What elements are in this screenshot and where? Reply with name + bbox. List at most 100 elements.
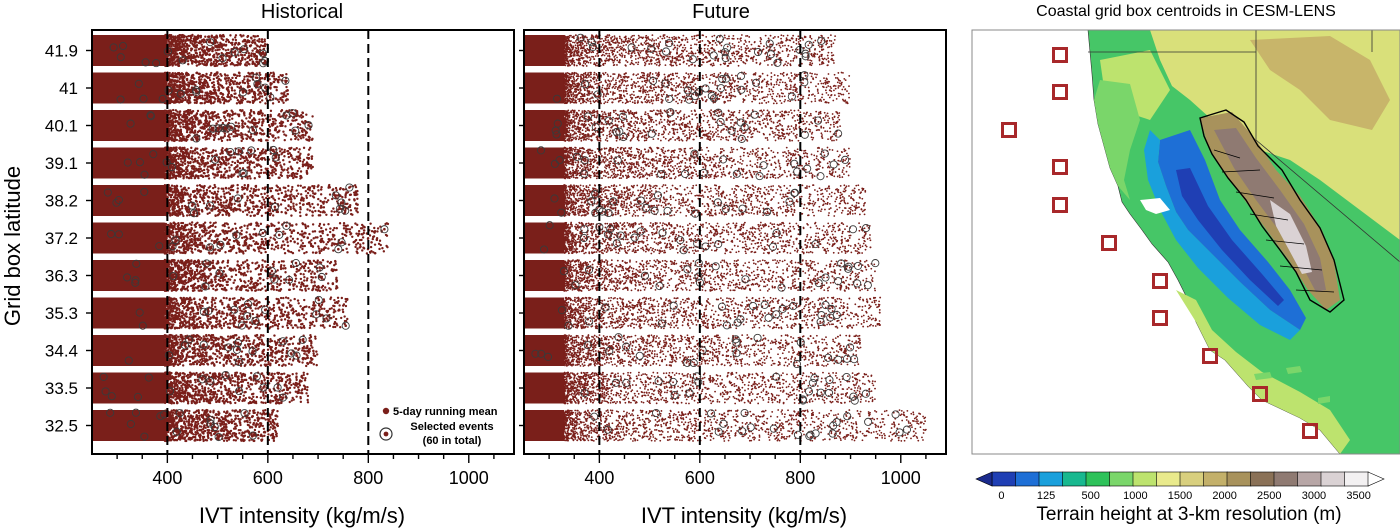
ivt-dot xyxy=(301,131,303,133)
ivt-dot xyxy=(306,161,308,163)
ivt-dot xyxy=(217,86,219,88)
selected-event-dot xyxy=(112,46,115,49)
ivt-dot xyxy=(172,199,174,201)
selected-event-dot xyxy=(229,151,232,154)
ivt-dot xyxy=(190,117,192,119)
ivt-dot xyxy=(217,60,219,62)
ivt-dot xyxy=(290,201,292,203)
ivt-dot xyxy=(201,39,203,41)
ivt-dot xyxy=(253,112,255,114)
ivt-dot xyxy=(228,213,230,215)
ivt-dot xyxy=(207,171,209,173)
ivt-dot xyxy=(257,213,259,215)
ivt-dot xyxy=(220,196,222,198)
ivt-dot xyxy=(261,118,263,120)
ivt-dot xyxy=(317,186,319,188)
ivt-dot xyxy=(261,124,263,126)
ivt-dot xyxy=(228,41,230,43)
ivt-dot xyxy=(169,117,171,119)
selected-event-dot xyxy=(106,191,109,194)
ivt-dot xyxy=(276,89,278,91)
ivt-dot xyxy=(222,34,224,36)
ivt-dot xyxy=(194,59,196,61)
ivt-dot xyxy=(173,148,175,150)
ivt-dot xyxy=(252,201,254,203)
ivt-dot xyxy=(372,238,374,240)
ivt-dot xyxy=(246,36,248,38)
ivt-dot xyxy=(269,119,271,121)
ivt-dot xyxy=(277,130,279,132)
ivt-dot xyxy=(234,135,236,137)
ivt-dot xyxy=(204,136,206,138)
ivt-dot xyxy=(196,147,198,149)
ivt-dot xyxy=(187,60,189,62)
selected-event-dot xyxy=(193,212,196,215)
ivt-dot xyxy=(213,111,215,113)
ivt-dot xyxy=(290,208,292,210)
ivt-dot xyxy=(173,61,175,63)
ivt-dot xyxy=(181,34,183,36)
ivt-dot xyxy=(219,73,221,75)
ivt-dot xyxy=(297,232,299,234)
ivt-dot xyxy=(238,42,240,44)
ivt-dot xyxy=(269,236,271,238)
ivt-dot xyxy=(254,96,256,98)
ivt-dot xyxy=(235,227,237,229)
ivt-dot xyxy=(194,235,196,237)
ivt-dot xyxy=(169,176,171,178)
ivt-dot xyxy=(249,59,251,61)
ivt-dot xyxy=(297,151,299,153)
ivt-dot xyxy=(188,114,190,116)
ivt-dot xyxy=(172,83,174,85)
ivt-dot xyxy=(270,166,272,168)
selected-event-dot xyxy=(348,186,351,189)
ivt-dot xyxy=(224,133,226,135)
ivt-dot xyxy=(209,185,211,187)
ivt-dot xyxy=(172,211,174,213)
ivt-dot xyxy=(220,63,222,65)
ivt-dot xyxy=(181,205,183,207)
ivt-dot xyxy=(182,80,184,82)
ivt-dot xyxy=(218,78,220,80)
ivt-dot xyxy=(174,48,176,50)
ivt-dot xyxy=(298,156,300,158)
ivt-dot xyxy=(264,43,266,45)
ivt-dot xyxy=(203,192,205,194)
ivt-dot xyxy=(285,193,287,195)
ivt-dot xyxy=(214,200,216,202)
ivt-dot xyxy=(261,99,263,101)
ivt-dot xyxy=(275,189,277,191)
ivt-dot xyxy=(263,198,265,200)
ivt-dot xyxy=(246,187,248,189)
ivt-dot xyxy=(180,185,182,187)
ivt-dot xyxy=(217,113,219,115)
ivt-dot xyxy=(258,164,260,166)
ivt-dot xyxy=(259,209,261,211)
ivt-dot xyxy=(281,99,283,101)
selected-event-dot xyxy=(262,52,265,55)
ivt-dot xyxy=(264,188,266,190)
ivt-dot xyxy=(216,41,218,43)
ivt-dot xyxy=(261,77,263,79)
ivt-dot xyxy=(203,123,205,125)
ivt-dot xyxy=(195,118,197,120)
ivt-dot xyxy=(275,185,277,187)
ivt-dot xyxy=(183,116,185,118)
ivt-dot xyxy=(239,96,241,98)
ivt-dot xyxy=(361,249,363,251)
ivt-dot xyxy=(300,193,302,195)
ivt-dot xyxy=(261,196,263,198)
ivt-dot xyxy=(297,170,299,172)
selected-event-dot xyxy=(191,204,194,207)
ivt-dot xyxy=(311,203,313,205)
ivt-dot xyxy=(181,76,183,78)
ivt-dot xyxy=(257,148,259,150)
ivt-dot xyxy=(197,152,199,154)
ivt-dot xyxy=(282,159,284,161)
ivt-dot xyxy=(248,207,250,209)
selected-event-dot xyxy=(238,150,241,153)
ivt-dot xyxy=(202,190,204,192)
ivt-dot xyxy=(245,157,247,159)
ivt-dot xyxy=(273,73,275,75)
ivt-dot xyxy=(231,77,233,79)
